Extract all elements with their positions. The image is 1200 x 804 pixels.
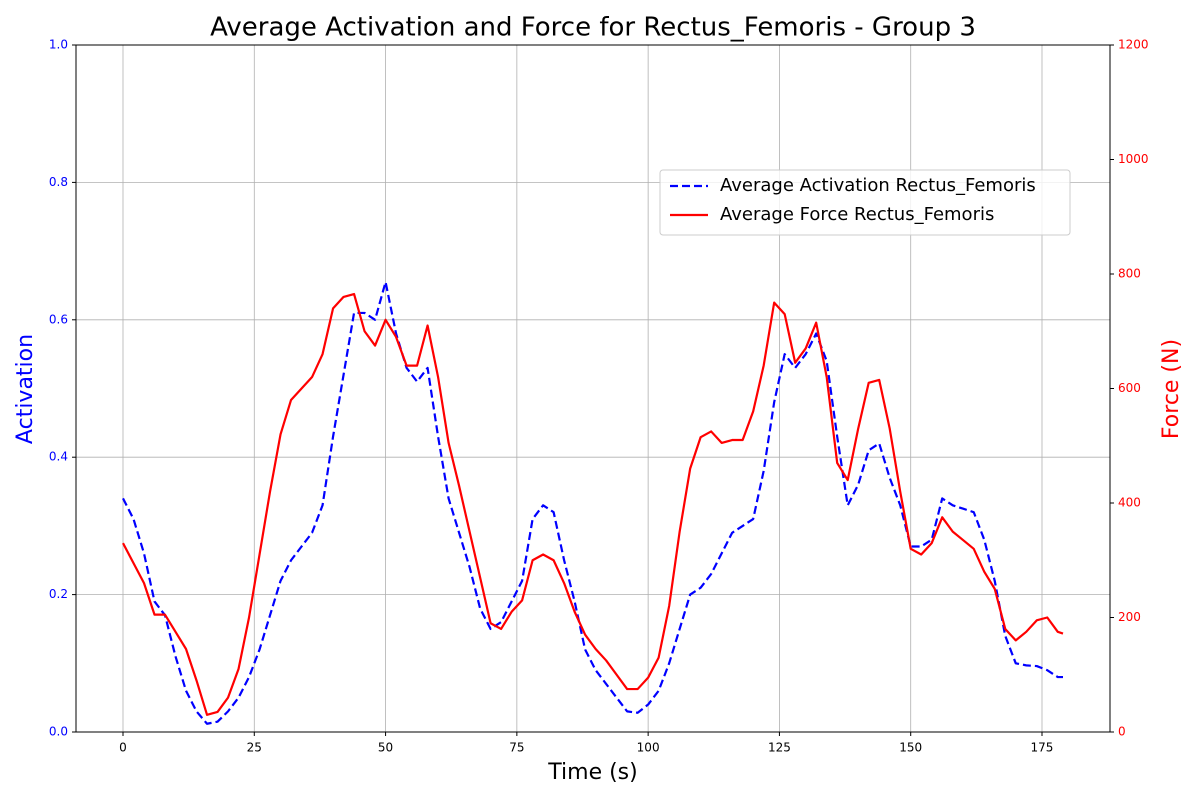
y2-tick-label: 200 bbox=[1118, 610, 1141, 624]
y-tick-label: 1.0 bbox=[49, 38, 68, 52]
y-tick-label: 0.0 bbox=[49, 725, 68, 739]
x-tick-label: 100 bbox=[637, 741, 660, 755]
x-tick-label: 75 bbox=[509, 741, 524, 755]
y2-axis-label: Force (N) bbox=[1159, 339, 1184, 439]
y2-tick-label: 800 bbox=[1118, 267, 1141, 281]
plot-frame bbox=[75, 44, 1111, 733]
x-tick-label: 25 bbox=[247, 741, 262, 755]
series-line bbox=[122, 280, 1063, 725]
legend-label: Average Activation Rectus_Femoris bbox=[720, 175, 1036, 196]
y-tick-label: 0.8 bbox=[49, 175, 68, 189]
legend-box bbox=[659, 169, 1071, 236]
y-tick-label: 0.6 bbox=[49, 312, 68, 326]
legend: Average Activation Rectus_Femoris Average… bbox=[659, 169, 1071, 236]
x-axis-label: Time (s) bbox=[547, 760, 637, 785]
x-tick-label: 175 bbox=[1031, 741, 1054, 755]
y-axis-label: Activation bbox=[13, 334, 38, 444]
y2-tick-label: 1000 bbox=[1118, 152, 1149, 166]
y-tick-label: 0.4 bbox=[49, 450, 68, 464]
x-tick-label: 0 bbox=[119, 741, 127, 755]
chart-title: Average Activation and Force for Rectus_… bbox=[210, 13, 976, 43]
x-tick-label: 125 bbox=[768, 741, 791, 755]
x-tick-label: 150 bbox=[899, 741, 922, 755]
y2-tick-label: 400 bbox=[1118, 496, 1141, 510]
x-tick-label: 50 bbox=[378, 741, 393, 755]
y-tick-label: 0.2 bbox=[49, 587, 68, 601]
y2-tick-label: 0 bbox=[1118, 725, 1126, 739]
y2-tick-label: 1200 bbox=[1118, 38, 1149, 52]
y2-tick-label: 600 bbox=[1118, 381, 1141, 395]
series-line bbox=[122, 292, 1064, 716]
legend-label: Average Force Rectus_Femoris bbox=[720, 204, 994, 225]
